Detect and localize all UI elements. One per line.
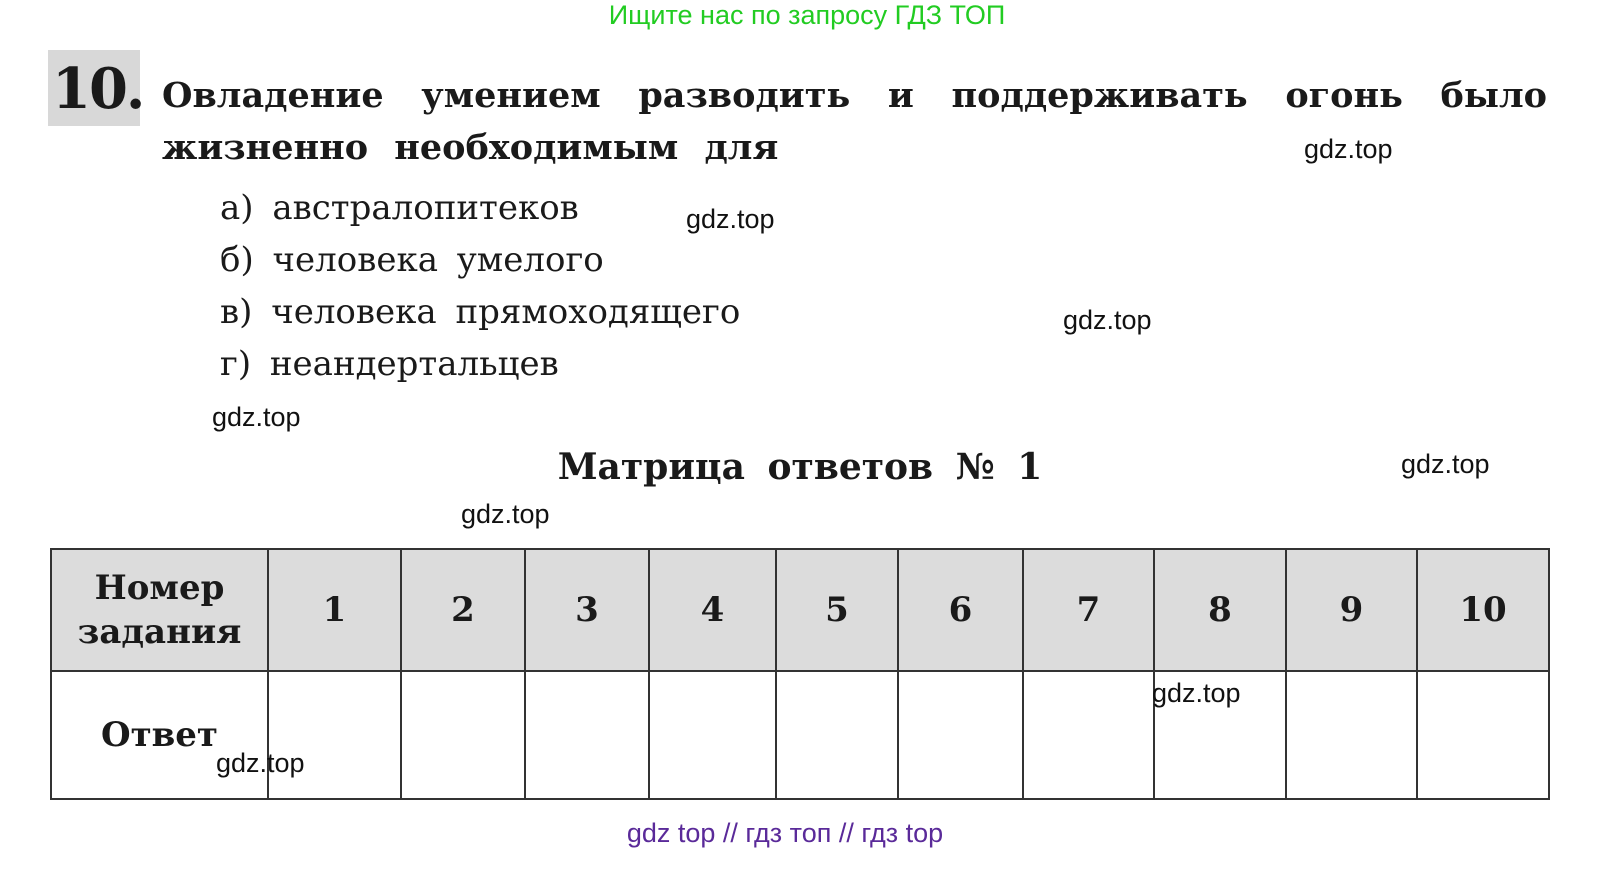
answer-row: Ответ — [50, 670, 1550, 800]
search-banner: Ищите нас по запросу ГДЗ ТОП — [608, 0, 1006, 30]
column-header: 3 — [524, 548, 650, 672]
answer-cell[interactable] — [775, 670, 899, 800]
answer-cell[interactable] — [400, 670, 526, 800]
option-c: в) человека прямоходящего — [220, 292, 741, 332]
answer-cell[interactable] — [1022, 670, 1155, 800]
column-header: 9 — [1285, 548, 1418, 672]
answer-cell[interactable] — [1416, 670, 1550, 800]
answer-cell[interactable] — [267, 670, 402, 800]
option-d: г) неандертальцев — [220, 344, 559, 384]
matrix-title: Матрица ответов № 1 — [557, 446, 1043, 488]
answer-matrix: Номер задания 1 2 3 4 5 6 7 8 9 10 Ответ — [50, 548, 1550, 800]
option-a: а) австралопитеков — [220, 188, 579, 228]
header-label: Номер задания — [50, 548, 269, 672]
answer-cell[interactable] — [524, 670, 650, 800]
answer-label: Ответ — [50, 670, 269, 800]
column-header: 6 — [897, 548, 1024, 672]
answer-cell[interactable] — [897, 670, 1024, 800]
watermark: gdz.top — [212, 402, 301, 432]
watermark: gdz.top — [686, 204, 775, 234]
question-number-background — [48, 50, 140, 126]
watermark: gdz.top — [461, 499, 550, 529]
answer-cell[interactable] — [1153, 670, 1287, 800]
watermark: gdz.top — [1401, 449, 1490, 479]
answer-cell[interactable] — [648, 670, 777, 800]
watermark: gdz.top — [216, 748, 305, 778]
option-b: б) человека умелого — [220, 240, 604, 280]
column-header: 5 — [775, 548, 899, 672]
column-header: 2 — [400, 548, 526, 672]
answer-cell[interactable] — [1285, 670, 1418, 800]
watermark: gdz.top — [1152, 678, 1241, 708]
watermark: gdz.top — [1304, 134, 1393, 164]
question-text: Овладение умением разводить и поддержива… — [162, 75, 1547, 168]
watermark: gdz.top — [1063, 305, 1152, 335]
header-row: Номер задания 1 2 3 4 5 6 7 8 9 10 — [50, 548, 1550, 672]
column-header: 4 — [648, 548, 777, 672]
column-header: 1 — [267, 548, 402, 672]
question-number: 10. — [52, 56, 145, 122]
column-header: 10 — [1416, 548, 1550, 672]
column-header: 8 — [1153, 548, 1287, 672]
footer-watermark: gdz top // гдз топ // гдз top — [626, 818, 944, 848]
column-header: 7 — [1022, 548, 1155, 672]
